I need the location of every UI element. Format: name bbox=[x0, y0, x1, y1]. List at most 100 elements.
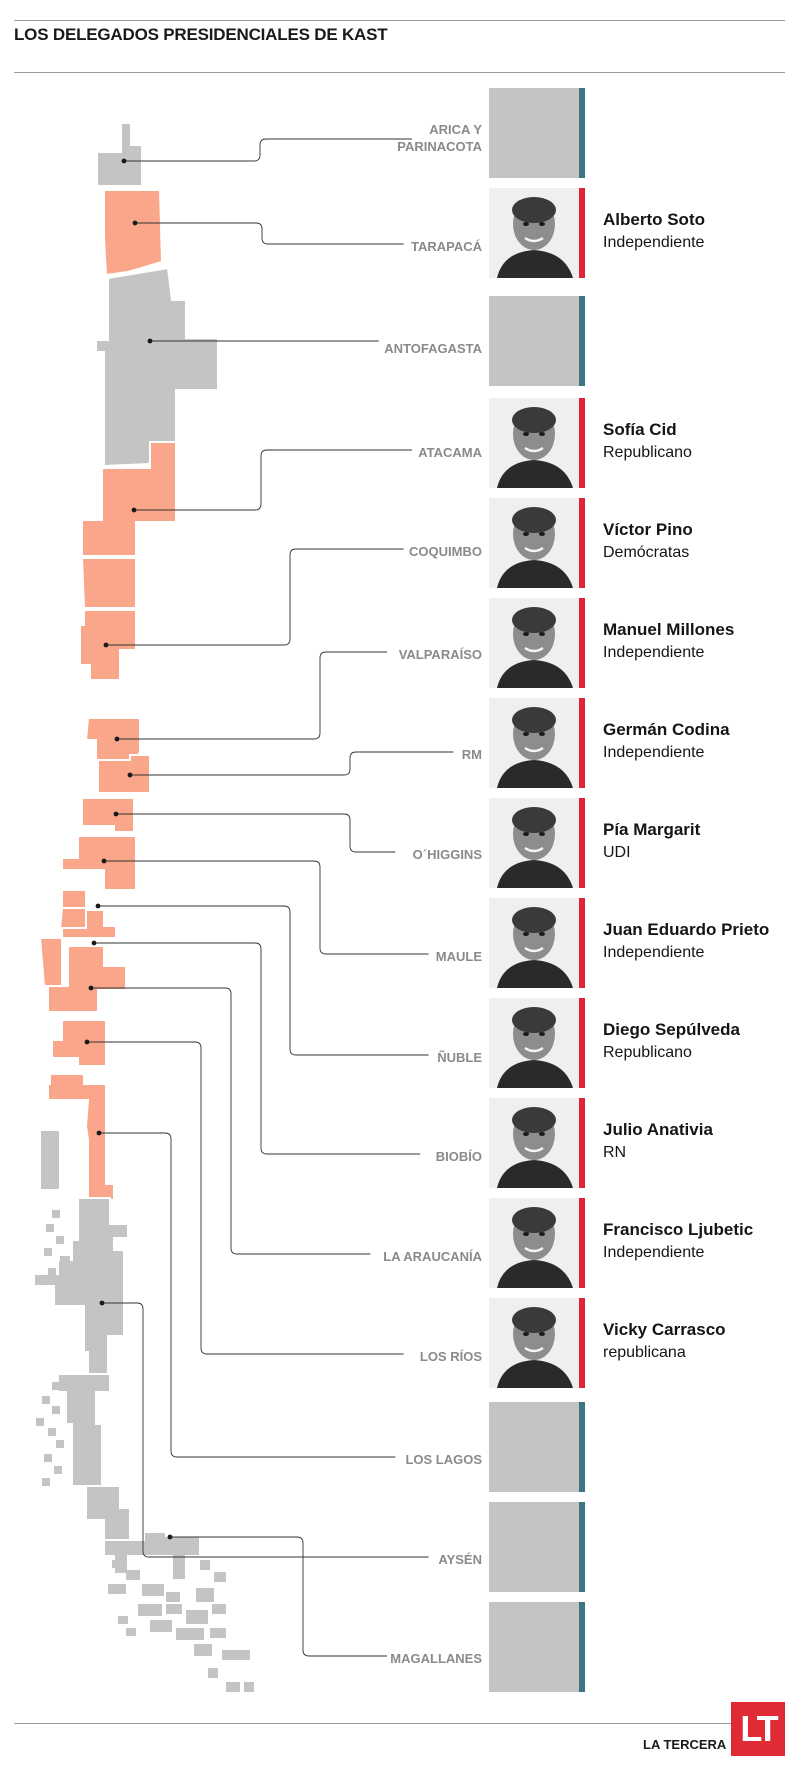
leader-line-los-rios bbox=[87, 1041, 404, 1355]
map-island bbox=[126, 1628, 136, 1636]
delegate-name: Francisco Ljubetic bbox=[603, 1220, 754, 1239]
delegate-accent-bar bbox=[579, 698, 585, 788]
map-island bbox=[244, 1682, 254, 1692]
leader-line-biobio bbox=[94, 942, 421, 1155]
empty-photo-slot bbox=[489, 1402, 585, 1492]
portrait-icon bbox=[497, 1307, 573, 1388]
la-tercera-logo: LT bbox=[731, 1702, 785, 1756]
delegate-name: Vicky Carrasco bbox=[603, 1320, 726, 1339]
map-region-biobio bbox=[38, 937, 63, 987]
map-island bbox=[56, 1440, 64, 1448]
delegate-name: Manuel Millones bbox=[603, 620, 735, 639]
delegate-photo bbox=[489, 398, 585, 488]
delegate-photo bbox=[489, 598, 585, 688]
region-dot-los-rios bbox=[84, 1039, 90, 1045]
vacant-accent-bar bbox=[579, 1502, 585, 1592]
page-title: LOS DELEGADOS PRESIDENCIALES DE KAST bbox=[14, 25, 388, 44]
delegate-party: RN bbox=[603, 1144, 627, 1161]
map-island bbox=[48, 1268, 56, 1276]
delegate-party: UDI bbox=[603, 844, 631, 861]
region-dot-coquimbo bbox=[103, 642, 109, 648]
map-island bbox=[222, 1650, 236, 1660]
region-dot-biobio bbox=[91, 940, 97, 946]
leader-line-maule bbox=[104, 860, 429, 955]
map-region-aysen bbox=[85, 1485, 131, 1541]
map-island bbox=[212, 1604, 226, 1614]
delegate-photo bbox=[489, 1298, 585, 1388]
delegate-name: Julio Anativia bbox=[603, 1120, 713, 1139]
leader-line-rm bbox=[130, 751, 454, 776]
delegate-name: Diego Sepúlveda bbox=[603, 1020, 740, 1039]
delegate-party: Demócratas bbox=[603, 544, 690, 561]
delegate-accent-bar bbox=[579, 498, 585, 588]
map-island bbox=[150, 1620, 172, 1632]
delegate-accent-bar bbox=[579, 998, 585, 1088]
leader-line-arica-y-parinacota bbox=[124, 138, 412, 162]
map-island bbox=[166, 1592, 180, 1602]
top-rule bbox=[14, 20, 785, 21]
portrait-icon bbox=[497, 607, 573, 688]
map-island bbox=[118, 1616, 128, 1624]
map-island bbox=[60, 1256, 70, 1264]
region-label-tarapaca: TARAPACÁ bbox=[410, 239, 482, 254]
region-label-atacama: ATACAMA bbox=[418, 445, 482, 460]
leader-line-la-araucania bbox=[91, 987, 371, 1255]
portrait-icon bbox=[497, 707, 573, 788]
region-label-la-araucania: LA ARAUCANÍA bbox=[383, 1249, 482, 1264]
region-label-aysen: AYSÉN bbox=[438, 1552, 482, 1567]
map-region-los-lagos bbox=[39, 1129, 61, 1191]
delegate-party: Independiente bbox=[603, 234, 705, 251]
empty-photo-slot bbox=[489, 88, 585, 178]
delegate-accent-bar bbox=[579, 598, 585, 688]
region-dot-arica-y-parinacota bbox=[121, 158, 127, 164]
map-island bbox=[126, 1570, 140, 1580]
delegate-accent-bar bbox=[579, 1198, 585, 1288]
map-island bbox=[200, 1560, 210, 1570]
delegate-name: Víctor Pino bbox=[603, 520, 693, 539]
delegate-party: Independiente bbox=[603, 744, 705, 761]
portrait-icon bbox=[497, 1207, 573, 1288]
delegate-party: Independiente bbox=[603, 944, 705, 961]
vacant-accent-bar bbox=[579, 1402, 585, 1492]
map-island bbox=[196, 1588, 214, 1602]
region-dot-antofagasta bbox=[147, 338, 153, 344]
delegate-accent-bar bbox=[579, 1298, 585, 1388]
delegate-photo bbox=[489, 698, 585, 788]
map-region-tarapaca bbox=[103, 189, 164, 277]
map-island bbox=[44, 1454, 52, 1462]
region-dot-maule bbox=[101, 858, 107, 864]
map-region-o-higgins bbox=[97, 754, 151, 794]
leader-line-los-lagos bbox=[99, 1132, 396, 1458]
region-dot-tarapaca bbox=[132, 220, 138, 226]
delegate-name: Pía Margarit bbox=[603, 820, 701, 839]
portrait-icon bbox=[497, 807, 573, 888]
delegate-accent-bar bbox=[579, 898, 585, 988]
region-dot-rm bbox=[127, 772, 133, 778]
map-island bbox=[194, 1644, 212, 1656]
delegate-accent-bar bbox=[579, 398, 585, 488]
region-label-rm: RM bbox=[461, 747, 482, 762]
map-island bbox=[48, 1428, 56, 1436]
region-dot-la-araucania bbox=[88, 985, 94, 991]
vacant-accent-bar bbox=[579, 1602, 585, 1692]
delegate-photo bbox=[489, 188, 585, 278]
leader-line-tarapaca bbox=[135, 222, 404, 245]
map-region-antofagasta bbox=[95, 266, 219, 468]
region-label-coquimbo: COQUIMBO bbox=[409, 544, 482, 559]
map-region-nuble bbox=[61, 835, 137, 891]
region-dot-nuble bbox=[95, 903, 101, 909]
region-label-magallanes: MAGALLANES bbox=[390, 1651, 482, 1666]
region-label-los-rios: LOS RÍOS bbox=[419, 1349, 482, 1364]
region-label-nuble: ÑUBLE bbox=[437, 1050, 482, 1065]
map-island bbox=[210, 1628, 226, 1638]
map-island bbox=[166, 1604, 182, 1614]
map-island bbox=[52, 1210, 60, 1218]
delegate-name: Alberto Soto bbox=[603, 210, 705, 229]
map-island bbox=[52, 1406, 60, 1414]
leader-line-atacama bbox=[134, 449, 412, 511]
map-island bbox=[52, 1382, 60, 1390]
region-label-biobio: BIOBÍO bbox=[435, 1149, 482, 1164]
leader-line-aysen bbox=[102, 1302, 429, 1558]
delegate-party: Independiente bbox=[603, 644, 705, 661]
footer-brand: LA TERCERA bbox=[643, 1737, 727, 1752]
